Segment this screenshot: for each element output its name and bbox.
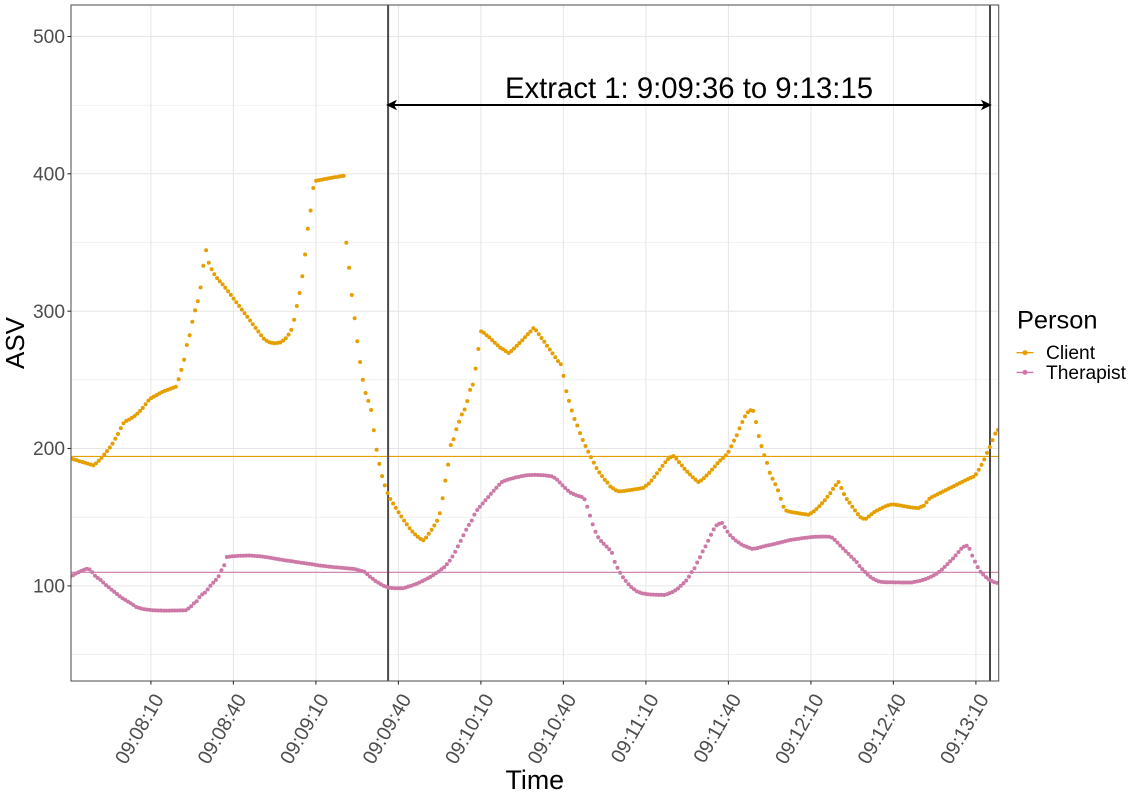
svg-text:300: 300	[33, 302, 65, 323]
svg-text:400: 400	[33, 164, 65, 185]
svg-text:Client: Client	[1046, 343, 1096, 364]
svg-text:Extract 1: 9:09:36 to 9:13:15: Extract 1: 9:09:36 to 9:13:15	[505, 72, 873, 105]
svg-text:Person: Person	[1017, 306, 1097, 334]
svg-text:100: 100	[33, 577, 65, 598]
svg-text:200: 200	[33, 439, 65, 460]
svg-text:Therapist: Therapist	[1046, 363, 1127, 384]
svg-text:ASV: ASV	[0, 316, 30, 369]
svg-text:500: 500	[33, 27, 65, 48]
svg-text:Time: Time	[506, 765, 565, 795]
